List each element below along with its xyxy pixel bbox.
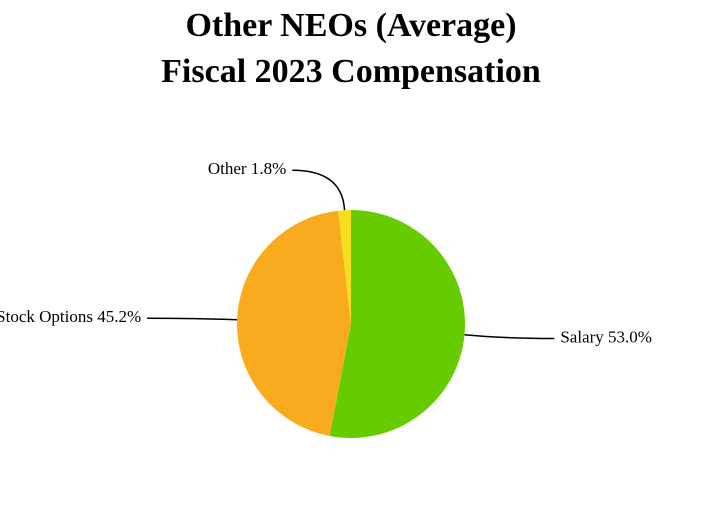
data-label: Stock Options 45.2% <box>0 307 141 326</box>
value-label: 45.2% <box>97 307 141 326</box>
pie-slice <box>329 210 465 438</box>
category-name: Salary <box>560 327 604 346</box>
data-label: Salary 53.0% <box>560 327 652 346</box>
value-label: 53.0% <box>608 327 652 346</box>
category-name: Other <box>208 159 247 178</box>
leader-line <box>464 333 555 340</box>
chart-title: Fiscal 2023 Compensation <box>161 53 541 90</box>
chart-title: Other NEOs (Average) <box>185 7 516 44</box>
leader-line <box>147 317 238 321</box>
data-label: Other 1.8% <box>208 159 286 178</box>
pie-slice <box>338 210 351 324</box>
category-name: Stock Options <box>0 307 93 326</box>
leader-line <box>292 169 346 211</box>
value-label: 1.8% <box>251 159 286 178</box>
pie-slice <box>237 210 351 436</box>
